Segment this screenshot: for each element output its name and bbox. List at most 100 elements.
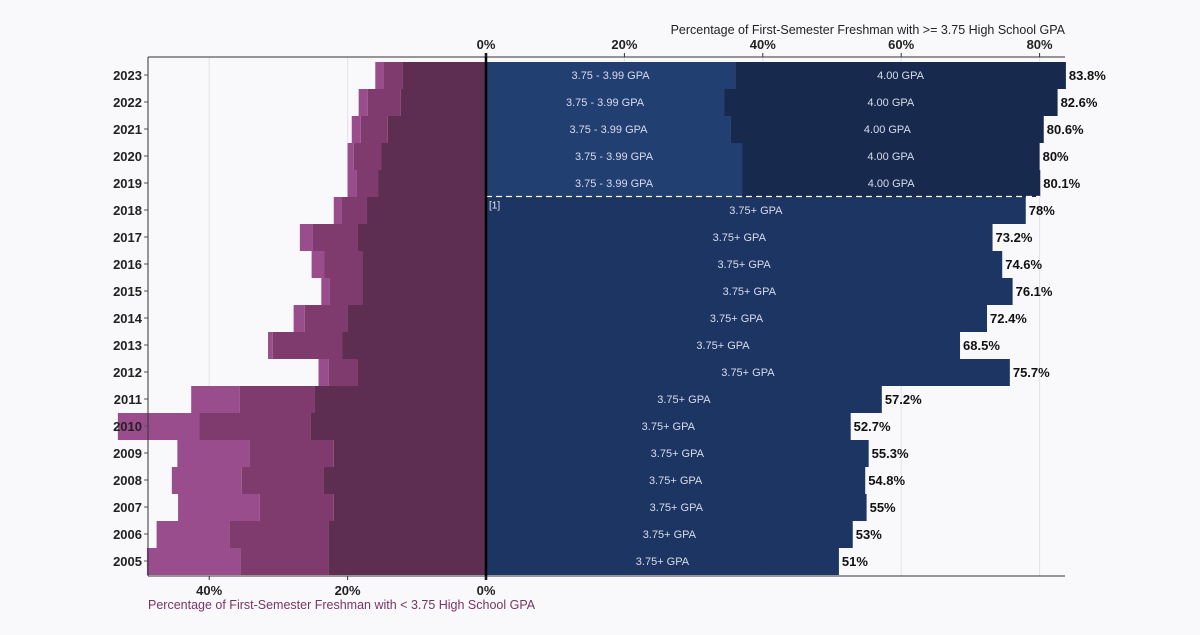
- year-label-2017: 2017: [113, 230, 142, 245]
- top-tick-label-60: 60%: [888, 37, 914, 52]
- bar-label-2019-a: 3.75 - 3.99 GPA: [575, 178, 654, 190]
- bottom-tick-label-20: 20%: [335, 583, 361, 598]
- left-bar-2012-seg2: [328, 359, 358, 386]
- year-label-2022: 2022: [113, 95, 142, 110]
- bar-2015-375plus: [486, 278, 1013, 305]
- left-bar-2023-seg2: [383, 62, 403, 89]
- total-label-2016: 74.6%: [1005, 257, 1042, 272]
- bottom-tick-label-40: 40%: [196, 583, 222, 598]
- bar-label-2012: 3.75+ GPA: [721, 367, 775, 379]
- left-bar-2022-seg3: [358, 89, 368, 116]
- bottom-tick-label-0: 0%: [477, 583, 496, 598]
- left-bar-2022-seg1: [400, 89, 486, 116]
- total-label-2005: 51%: [842, 554, 868, 569]
- left-bar-2007-seg3: [178, 494, 260, 521]
- bar-label-2014: 3.75+ GPA: [710, 313, 764, 325]
- bar-2013-375plus: [486, 332, 961, 359]
- bar-label-2020-b: 4.00 GPA: [867, 151, 915, 163]
- left-bar-2005-seg3: [146, 548, 241, 575]
- top-axis-title: Percentage of First-Semester Freshman wi…: [671, 23, 1066, 37]
- left-bar-2010-seg1: [310, 413, 486, 440]
- year-label-2015: 2015: [113, 284, 142, 299]
- left-bar-2013-seg1: [342, 332, 486, 359]
- year-label-2009: 2009: [113, 446, 142, 461]
- top-tick-label-20: 20%: [611, 37, 637, 52]
- bar-label-2009: 3.75+ GPA: [651, 448, 705, 460]
- year-label-2005: 2005: [113, 554, 142, 569]
- year-label-2019: 2019: [113, 176, 142, 191]
- left-bar-2010-seg2: [199, 413, 311, 440]
- left-bar-2019-seg3: [347, 170, 357, 197]
- bar-2006-375plus: [486, 521, 853, 548]
- left-bar-2013-seg3: [268, 332, 273, 359]
- bar-2005-375plus: [486, 548, 839, 575]
- divider-footnote: [1]: [489, 201, 500, 212]
- left-bar-2017-seg3: [299, 224, 313, 251]
- total-label-2013: 68.5%: [963, 338, 1000, 353]
- bar-2021-375-399: [486, 116, 731, 143]
- bar-label-2013: 3.75+ GPA: [696, 340, 750, 352]
- bar-2011-375plus: [486, 386, 882, 413]
- bar-2009-375plus: [486, 440, 869, 467]
- left-bar-2008-seg1: [323, 467, 486, 494]
- left-bar-2020-seg3: [347, 143, 354, 170]
- left-bar-2021-seg2: [360, 116, 388, 143]
- bar-2007-375plus: [486, 494, 867, 521]
- left-bar-2010-seg3: [117, 413, 200, 440]
- left-bar-2016-seg1: [362, 251, 486, 278]
- year-label-2007: 2007: [113, 500, 142, 515]
- total-label-2012: 75.7%: [1013, 365, 1050, 380]
- bar-2018-375plus: [486, 197, 1026, 224]
- total-label-2007: 55%: [870, 500, 896, 515]
- bar-label-2006: 3.75+ GPA: [643, 529, 697, 541]
- bar-label-2010: 3.75+ GPA: [642, 421, 696, 433]
- bar-label-2011: 3.75+ GPA: [657, 394, 711, 406]
- year-label-2021: 2021: [113, 122, 142, 137]
- total-label-2021: 80.6%: [1047, 122, 1084, 137]
- left-bar-2015-seg3: [321, 278, 330, 305]
- bar-2012-375plus: [486, 359, 1010, 386]
- left-bar-2021-seg3: [351, 116, 361, 143]
- total-label-2006: 53%: [856, 527, 882, 542]
- total-label-2010: 52.7%: [854, 419, 891, 434]
- left-bar-2015-seg2: [329, 278, 363, 305]
- bar-label-2023-b: 4.00 GPA: [877, 70, 925, 82]
- bar-label-2008: 3.75+ GPA: [649, 475, 703, 487]
- bar-2008-375plus: [486, 467, 866, 494]
- bar-label-2022-b: 4.00 GPA: [867, 97, 915, 109]
- left-bar-2011-seg3: [191, 386, 240, 413]
- bar-2017-375plus: [486, 224, 993, 251]
- left-bar-2008-seg3: [171, 467, 242, 494]
- year-label-2020: 2020: [113, 149, 142, 164]
- bottom-axis-title: Percentage of First-Semester Freshman wi…: [148, 598, 536, 612]
- left-bar-2017-seg1: [357, 224, 486, 251]
- bar-label-2015: 3.75+ GPA: [723, 286, 777, 298]
- bar-label-2021-b: 4.00 GPA: [864, 124, 912, 136]
- total-label-2008: 54.8%: [868, 473, 905, 488]
- bar-2023-400: [735, 62, 1066, 89]
- bar-2016-375plus: [486, 251, 1003, 278]
- bar-2022-400: [724, 89, 1058, 116]
- left-bar-2023-seg1: [402, 62, 486, 89]
- left-bar-2009-seg1: [333, 440, 486, 467]
- total-label-2018: 78%: [1029, 203, 1055, 218]
- left-bar-2005-seg2: [240, 548, 329, 575]
- left-bar-2006-seg3: [156, 521, 230, 548]
- left-bar-2020-seg2: [353, 143, 382, 170]
- left-bar-2014-seg3: [293, 305, 305, 332]
- bar-2020-375-399: [486, 143, 743, 170]
- bar-2014-375plus: [486, 305, 988, 332]
- bar-label-2020-a: 3.75 - 3.99 GPA: [575, 151, 654, 163]
- left-bar-2023-seg3: [375, 62, 384, 89]
- year-label-2012: 2012: [113, 365, 142, 380]
- left-bar-2005-seg1: [328, 548, 486, 575]
- year-label-2023: 2023: [113, 68, 142, 83]
- year-label-2014: 2014: [113, 311, 143, 326]
- year-label-2008: 2008: [113, 473, 142, 488]
- left-bar-2019-seg1: [378, 170, 486, 197]
- left-bar-2019-seg2: [356, 170, 379, 197]
- bar-2023-375-399: [486, 62, 736, 89]
- left-bar-2009-seg3: [177, 440, 250, 467]
